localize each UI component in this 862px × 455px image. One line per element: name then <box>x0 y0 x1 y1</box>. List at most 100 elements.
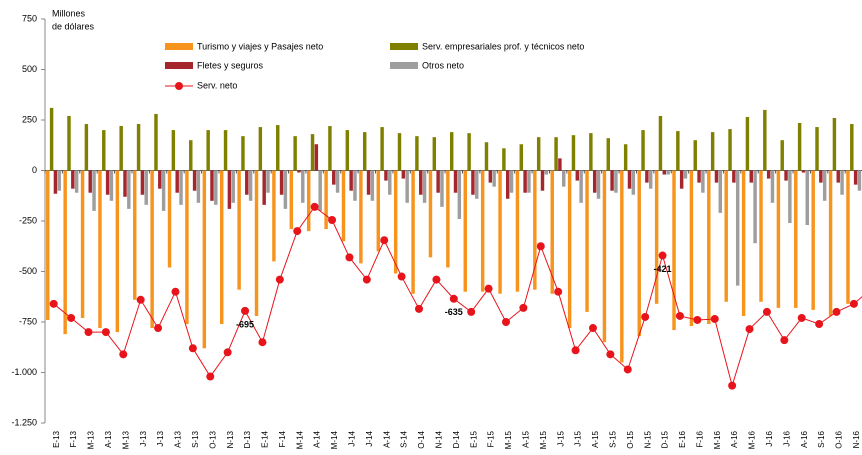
bar <box>428 170 433 258</box>
x-tick-label: E-16 <box>678 430 687 447</box>
bar <box>620 170 624 363</box>
x-tick-label: M-14 <box>295 430 304 449</box>
y-tick-label: 0 <box>32 165 37 175</box>
bar <box>654 170 659 304</box>
line-point <box>710 314 719 323</box>
bar <box>828 170 833 316</box>
y-tick-label: -1.000 <box>11 367 37 377</box>
legend-swatch <box>175 82 183 90</box>
bar <box>314 144 319 171</box>
bar <box>248 170 253 201</box>
bar <box>592 170 597 193</box>
bar <box>811 170 815 310</box>
bar <box>749 170 753 183</box>
bar <box>614 170 618 193</box>
line-point <box>223 348 232 357</box>
bar <box>544 170 549 175</box>
x-tick-label: J-13 <box>139 430 148 446</box>
legend-swatch <box>390 43 418 50</box>
line-point <box>849 299 858 308</box>
bar <box>645 170 649 183</box>
bar <box>289 170 294 230</box>
line-point <box>554 287 563 296</box>
bar <box>853 170 858 185</box>
line-point <box>501 318 510 326</box>
line-point <box>241 306 250 315</box>
bar <box>150 170 154 329</box>
line-point <box>693 315 702 324</box>
y-axis-label: Millones <box>52 8 86 18</box>
bar <box>822 170 827 201</box>
bar <box>533 170 537 290</box>
y-tick-label: 500 <box>22 64 37 74</box>
bar <box>463 170 467 292</box>
line-point <box>658 251 667 260</box>
x-tick-label: F-16 <box>695 430 704 447</box>
line-point <box>84 328 93 337</box>
bar <box>405 170 409 203</box>
bar <box>662 170 666 175</box>
bar <box>262 170 266 205</box>
bar <box>850 124 854 171</box>
bar <box>784 170 788 181</box>
bar <box>554 137 558 171</box>
x-tick-label: M-16 <box>713 430 722 449</box>
line-point <box>432 275 441 284</box>
bar <box>741 170 746 316</box>
bar <box>84 124 89 171</box>
bar <box>627 170 632 189</box>
bar <box>63 170 67 335</box>
y-tick-label: -750 <box>19 316 37 326</box>
legend-swatch <box>165 62 193 69</box>
bar <box>419 170 423 195</box>
bar <box>214 170 218 205</box>
line-point <box>815 320 824 329</box>
bar <box>805 170 809 226</box>
legend-label: Serv. neto <box>197 80 237 90</box>
bar <box>301 170 305 203</box>
bar <box>502 148 506 171</box>
x-tick-label: F-15 <box>487 430 496 447</box>
x-tick-label: D-13 <box>243 430 252 448</box>
line-point <box>188 344 197 353</box>
y-tick-label: -500 <box>19 266 37 276</box>
x-tick-label: D-15 <box>661 430 670 448</box>
y-tick-label: -250 <box>19 215 37 225</box>
bar <box>770 170 775 203</box>
line-point <box>380 236 389 245</box>
line-point <box>293 227 302 236</box>
bar <box>384 170 388 181</box>
bar <box>753 170 757 244</box>
bar <box>258 127 263 171</box>
bar <box>840 170 844 195</box>
bar <box>676 131 680 171</box>
x-tick-label: A-16 <box>730 430 739 447</box>
line-point <box>328 215 337 224</box>
line-point <box>675 311 684 320</box>
bar <box>658 115 663 171</box>
line-point <box>171 287 180 296</box>
x-tick-label: A-15 <box>591 430 600 447</box>
y-tick-label: 750 <box>22 13 37 23</box>
line <box>53 206 862 388</box>
x-tick-label: S-15 <box>608 430 617 447</box>
line-point <box>606 350 615 359</box>
bar <box>415 136 419 171</box>
bar <box>53 170 58 194</box>
bar <box>440 170 444 207</box>
x-tick-label: S-16 <box>817 430 826 447</box>
bar <box>631 170 636 195</box>
bar <box>196 170 201 203</box>
bar <box>161 170 166 211</box>
bar <box>293 136 297 171</box>
bar <box>46 170 50 320</box>
bar <box>175 170 179 193</box>
x-tick-label: A-13 <box>174 430 183 447</box>
x-tick-label: A-15 <box>521 430 530 447</box>
bar <box>763 109 767 171</box>
bar <box>701 170 705 193</box>
bar <box>475 170 479 199</box>
bar <box>766 170 771 179</box>
x-tick-label: N-15 <box>643 430 652 448</box>
